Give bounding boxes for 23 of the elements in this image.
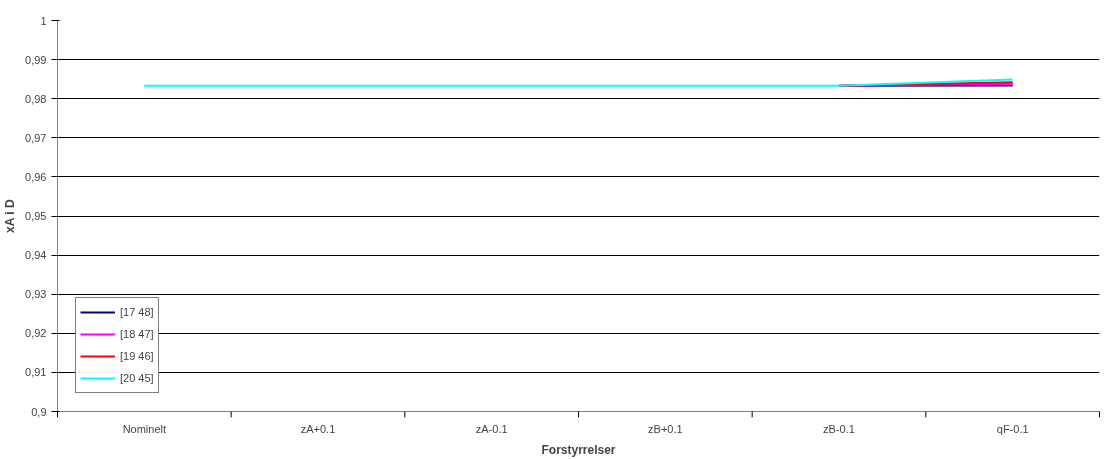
y-tick-label: 0,95: [25, 210, 47, 222]
x-tick-label: zB+0.1: [648, 422, 683, 435]
y-tick-label: 0,99: [25, 53, 47, 66]
y-tick-label: 1: [40, 14, 47, 27]
y-tick-label: 0,92: [25, 327, 47, 340]
y-axis-title: xA i D: [3, 199, 18, 233]
y-tick-label: 0,96: [25, 170, 47, 183]
y-tick-label: 0,97: [25, 131, 47, 144]
x-tick-label: zB-0.1: [823, 422, 855, 435]
legend-label: [19 46]: [120, 350, 154, 362]
legend-label: [20 45]: [120, 372, 154, 384]
x-tick-label: Nominelt: [122, 422, 167, 435]
x-axis-title: Forstyrrelser: [541, 442, 616, 457]
x-tick-label: zA+0.1: [300, 422, 336, 435]
y-tick-label: 0,9: [31, 405, 47, 418]
x-tick-label: qF-0.1: [996, 422, 1029, 435]
y-tick-label: 0,91: [25, 366, 47, 379]
y-tick-label: 0,93: [25, 288, 47, 301]
x-tick-label: zA-0.1: [475, 422, 508, 435]
y-tick-label: 0,94: [25, 249, 47, 262]
legend-label: [17 48]: [120, 306, 154, 318]
legend-label: [18 47]: [120, 328, 154, 340]
y-tick-label: 0,98: [25, 92, 47, 105]
